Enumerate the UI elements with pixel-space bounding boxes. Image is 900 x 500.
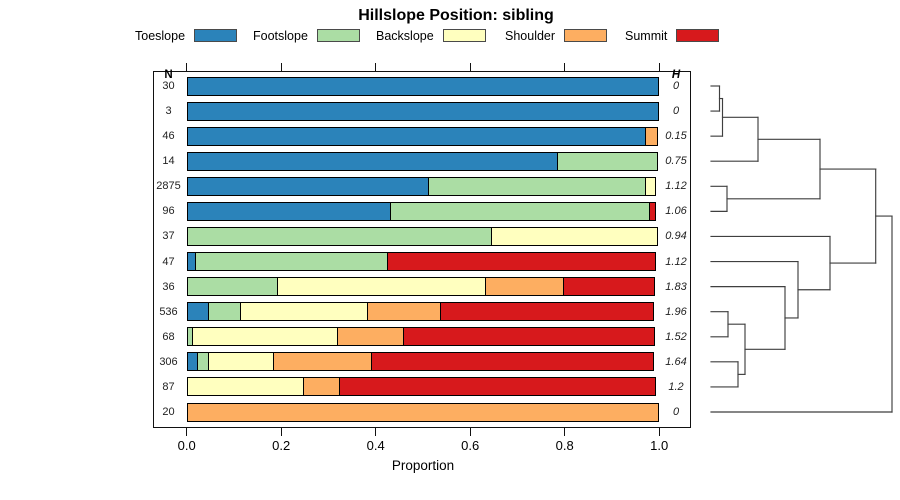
stacked-bar-fredon <box>186 201 657 221</box>
legend-swatch-backslope <box>442 29 486 42</box>
legend-item-shoulder: Shoulder <box>505 27 608 44</box>
n-value: 37 <box>162 230 175 243</box>
stacked-bar-cheshire <box>186 277 655 297</box>
legend-swatch-shoulder <box>564 29 608 42</box>
h-value: 1.64 <box>665 355 687 368</box>
h-value: 0 <box>672 406 680 418</box>
h-value: 1.12 <box>665 255 687 268</box>
n-value: 30 <box>162 80 175 92</box>
bottom-tick-mark <box>375 428 377 436</box>
h-value: 0.75 <box>665 155 687 168</box>
h-value: 0 <box>672 80 680 92</box>
bar-segment-backslope <box>491 226 658 246</box>
bar-segment-summit <box>562 277 655 297</box>
legend-swatch-footslope <box>316 29 360 42</box>
stacked-bar-hibernia <box>186 151 658 171</box>
stacked-bar-branford <box>186 402 660 422</box>
stacked-bar-wethersfield <box>186 377 657 397</box>
page-title: Hillslope Position: sibling <box>358 7 554 24</box>
h-value: 1.12 <box>665 180 687 193</box>
h-value: 1.2 <box>668 380 684 393</box>
bar-segment-footslope <box>556 151 658 171</box>
stacked-bar-riverhead <box>186 352 654 372</box>
h-value: 1.96 <box>665 305 687 318</box>
bar-segment-shoulder <box>644 126 658 146</box>
bottom-tick-mark <box>186 428 188 436</box>
x-tick-label: 0.8 <box>555 438 574 453</box>
x-tick-label: 0.4 <box>366 438 385 453</box>
bar-segment-summit <box>386 252 657 272</box>
plot-box <box>153 71 691 428</box>
n-value: 3 <box>165 105 172 118</box>
stacked-bar-preakness <box>186 76 660 96</box>
legend-item-backslope: Backslope <box>376 27 486 44</box>
legend-label: Footslope <box>253 28 308 43</box>
n-value: 46 <box>162 130 175 143</box>
n-value: 14 <box>162 155 175 168</box>
n-value: 2875 <box>156 180 181 193</box>
legend-swatch-summit <box>676 29 720 42</box>
legend-item-summit: Summit <box>625 27 720 44</box>
bar-segment-toeslope <box>186 101 660 121</box>
bar-segment-summit <box>402 327 655 347</box>
stacked-bar-otisville <box>186 327 655 347</box>
bottom-tick-mark <box>280 428 282 436</box>
x-tick-label: 0.0 <box>177 438 196 453</box>
n-value: 87 <box>162 380 175 393</box>
h-value: 1.52 <box>665 330 687 343</box>
n-value: 36 <box>162 280 175 293</box>
stacked-bar-klej <box>186 226 658 246</box>
stacked-bar-parsippany <box>186 101 660 121</box>
legend-label: Summit <box>625 28 668 43</box>
legend-label: Backslope <box>376 28 434 43</box>
n-value: 68 <box>162 330 175 343</box>
legend-label: Toeslope <box>135 28 186 43</box>
legend-swatch-toeslope <box>194 29 238 42</box>
stacked-bar-chenango <box>186 302 654 322</box>
top-tick-mark <box>469 63 471 71</box>
bar-segment-toeslope <box>186 76 660 96</box>
stacked-bar-pompton <box>186 252 657 272</box>
bottom-tick-mark <box>469 428 471 436</box>
x-tick-label: 1.0 <box>650 438 669 453</box>
stacked-bar-ridgebury <box>186 176 657 196</box>
h-value: 0.94 <box>665 230 687 243</box>
legend-item-footslope: Footslope <box>253 27 360 44</box>
top-tick-mark <box>375 63 377 71</box>
bar-segment-summit <box>338 377 657 397</box>
n-value: 20 <box>162 406 175 418</box>
h-value: 1.83 <box>665 280 687 293</box>
n-value: 47 <box>162 255 175 268</box>
top-tick-mark <box>658 63 660 71</box>
x-axis-label: Proportion <box>391 458 455 473</box>
legend-label: Shoulder <box>505 28 556 43</box>
h-column-header: H <box>671 69 681 81</box>
x-tick-label: 0.6 <box>461 438 480 453</box>
top-tick-mark <box>186 63 188 71</box>
h-value: 1.06 <box>665 205 687 218</box>
n-column-header: N <box>164 69 173 81</box>
bar-segment-summit <box>649 201 657 221</box>
bar-segment-shoulder <box>186 402 660 422</box>
legend-item-toeslope: Toeslope <box>135 27 238 44</box>
h-value: 0 <box>672 105 680 118</box>
top-tick-mark <box>564 63 566 71</box>
stacked-bar-hasbrouck <box>186 126 658 146</box>
n-value: 536 <box>159 305 178 318</box>
bar-segment-summit <box>439 302 654 322</box>
bottom-tick-mark <box>658 428 660 436</box>
x-tick-label: 0.2 <box>272 438 291 453</box>
bar-segment-summit <box>371 352 654 372</box>
n-value: 306 <box>159 355 178 368</box>
bar-segment-backslope <box>645 176 657 196</box>
n-value: 96 <box>162 205 175 218</box>
bottom-tick-mark <box>564 428 566 436</box>
top-tick-mark <box>280 63 282 71</box>
h-value: 0.15 <box>665 130 687 143</box>
